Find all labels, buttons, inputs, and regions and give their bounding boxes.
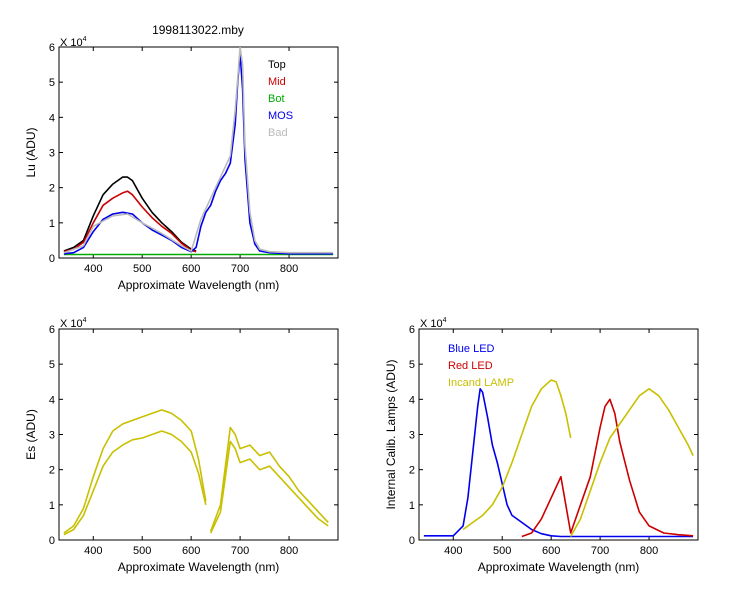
series-line-lu-4 bbox=[63, 47, 334, 254]
y-tick-label-lamps: 2 bbox=[409, 465, 415, 477]
y-tick-label-es: 4 bbox=[49, 394, 55, 406]
y-tick-label-es: 0 bbox=[49, 535, 55, 547]
y-tick-label-lu: 3 bbox=[49, 148, 55, 160]
x-tick-label-es: 500 bbox=[133, 545, 151, 557]
x-tick-label-es: 700 bbox=[231, 545, 249, 557]
x-tick-label-lu: 500 bbox=[133, 263, 151, 275]
y-tick-label-lu: 0 bbox=[49, 253, 55, 265]
chart-es: X 104 400 500 600 700 800 0 1 2 3 4 5 6 Approximate … bbox=[24, 317, 339, 574]
y-tick-label-es: 5 bbox=[49, 359, 55, 371]
figure-title: 1998113022.mby bbox=[152, 23, 244, 37]
x-axis-label-es: Approximate Wavelength (nm) bbox=[118, 560, 280, 574]
series-line-lu-3 bbox=[63, 53, 334, 255]
x-tick-label-lamps: 800 bbox=[640, 545, 658, 557]
series-line-lamps-2 bbox=[462, 379, 572, 531]
y-tick-label-es: 6 bbox=[49, 324, 55, 336]
legend-entry-lamps: Blue LED bbox=[448, 343, 495, 355]
plot-frame-es bbox=[58, 328, 339, 541]
chart-lamps: X 104 Blue LED Red LED Incand LAMP 400 500 6… bbox=[384, 317, 699, 574]
legend-entry-lu: Mid bbox=[268, 76, 286, 88]
y-tick-label-lamps: 4 bbox=[409, 394, 415, 406]
series-line-es-3 bbox=[209, 426, 329, 532]
x-tick-label-lamps: 600 bbox=[542, 545, 560, 557]
series-line-lu-0 bbox=[63, 176, 197, 252]
series-line-es-2 bbox=[209, 440, 329, 534]
y-tick-label-lamps: 5 bbox=[409, 359, 415, 371]
series-line-lamps-0 bbox=[423, 387, 694, 538]
x-tick-label-lu: 700 bbox=[231, 263, 249, 275]
x-tick-label-lamps: 500 bbox=[493, 545, 511, 557]
x-tick-label-lamps: 700 bbox=[591, 545, 609, 557]
x-tick-label-lu: 800 bbox=[280, 263, 298, 275]
y-tick-label-lu: 5 bbox=[49, 77, 55, 89]
y-tick-label-lu: 6 bbox=[49, 42, 55, 54]
exponent-label-lu: X 104 bbox=[60, 36, 87, 49]
legend-entry-lamps: Red LED bbox=[448, 360, 493, 372]
legend-entry-lu: Bad bbox=[268, 127, 288, 139]
exponent-label-lamps: X 104 bbox=[420, 317, 447, 330]
x-tick-label-lu: 400 bbox=[84, 263, 102, 275]
legend-entry-lu: Top bbox=[268, 59, 286, 71]
legend-entry-lu: Bot bbox=[268, 93, 285, 105]
y-axis-label-lu: Lu (ADU) bbox=[24, 127, 38, 177]
y-axis-label-lamps: Internal Calib. Lamps (ADU) bbox=[384, 359, 398, 509]
legend-entry-lamps: Incand LAMP bbox=[448, 377, 514, 389]
x-tick-label-lu: 600 bbox=[182, 263, 200, 275]
x-tick-label-es: 800 bbox=[280, 545, 298, 557]
y-tick-label-lamps: 0 bbox=[409, 535, 415, 547]
legend-entry-lu: MOS bbox=[268, 110, 293, 122]
chart-lu: X 104 Top Mid Bot MOS Bad 400 500 600 700 800 0 1 2… bbox=[24, 36, 339, 292]
y-tick-label-lamps: 3 bbox=[409, 430, 415, 442]
series-line-es-0 bbox=[63, 430, 207, 536]
y-tick-label-es: 3 bbox=[49, 430, 55, 442]
x-axis-label-lamps: Approximate Wavelength (nm) bbox=[478, 560, 640, 574]
x-axis-label-lu: Approximate Wavelength (nm) bbox=[118, 278, 280, 292]
x-tick-label-es: 600 bbox=[182, 545, 200, 557]
y-tick-label-lu: 2 bbox=[49, 183, 55, 195]
y-tick-label-lu: 1 bbox=[49, 218, 55, 230]
series-line-lamps-1 bbox=[521, 398, 694, 538]
exponent-label-es: X 104 bbox=[60, 317, 87, 330]
x-tick-label-es: 400 bbox=[84, 545, 102, 557]
x-tick-label-lamps: 400 bbox=[444, 545, 462, 557]
y-tick-label-lu: 4 bbox=[49, 112, 55, 124]
y-tick-label-lamps: 6 bbox=[409, 324, 415, 336]
y-tick-label-es: 2 bbox=[49, 465, 55, 477]
series-line-es-1 bbox=[63, 409, 207, 534]
series-line-lu-1 bbox=[63, 190, 197, 253]
series-line-lamps-3 bbox=[570, 387, 694, 537]
legend-lu: Top Mid Bot MOS Bad bbox=[268, 59, 293, 139]
y-tick-label-es: 1 bbox=[49, 500, 55, 512]
legend-lamps: Blue LED Red LED Incand LAMP bbox=[448, 343, 514, 389]
y-tick-label-lamps: 1 bbox=[409, 500, 415, 512]
y-axis-label-es: Es (ADU) bbox=[24, 409, 38, 460]
